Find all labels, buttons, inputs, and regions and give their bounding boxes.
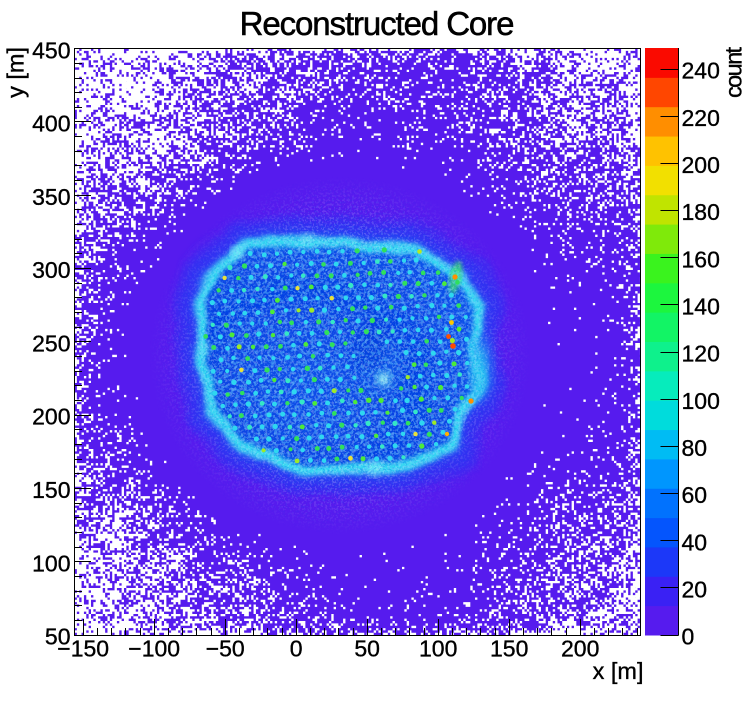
svg-text:y [m]: y [m] [3, 47, 29, 98]
svg-text:140: 140 [682, 293, 720, 319]
svg-text:160: 160 [682, 246, 720, 272]
svg-text:100: 100 [419, 635, 457, 661]
svg-text:80: 80 [682, 435, 708, 461]
svg-text:100: 100 [682, 388, 720, 414]
svg-text:−150: −150 [57, 635, 109, 661]
svg-text:240: 240 [682, 58, 720, 84]
svg-text:−50: −50 [206, 635, 245, 661]
svg-text:250: 250 [32, 330, 70, 356]
svg-text:40: 40 [682, 529, 708, 555]
svg-text:100: 100 [32, 550, 70, 576]
svg-text:60: 60 [682, 482, 708, 508]
svg-text:count: count [721, 46, 746, 98]
svg-text:120: 120 [682, 341, 720, 367]
svg-text:150: 150 [490, 635, 528, 661]
svg-text:450: 450 [32, 37, 70, 63]
svg-text:200: 200 [682, 152, 720, 178]
svg-text:x [m]: x [m] [593, 658, 644, 684]
svg-text:200: 200 [561, 635, 599, 661]
svg-text:0: 0 [682, 624, 695, 650]
svg-text:0: 0 [290, 635, 303, 661]
svg-text:50: 50 [354, 635, 380, 661]
svg-text:400: 400 [32, 111, 70, 137]
svg-text:220: 220 [682, 105, 720, 131]
svg-text:300: 300 [32, 257, 70, 283]
svg-text:−100: −100 [128, 635, 180, 661]
svg-text:150: 150 [32, 477, 70, 503]
svg-text:Reconstructed Core: Reconstructed Core [240, 5, 514, 42]
svg-text:180: 180 [682, 199, 720, 225]
svg-text:200: 200 [32, 404, 70, 430]
svg-text:20: 20 [682, 576, 708, 602]
svg-text:50: 50 [45, 624, 71, 650]
svg-text:350: 350 [32, 184, 70, 210]
